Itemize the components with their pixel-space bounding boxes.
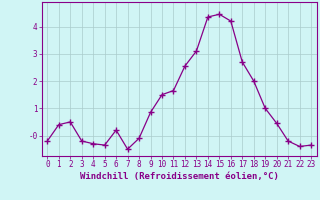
X-axis label: Windchill (Refroidissement éolien,°C): Windchill (Refroidissement éolien,°C) <box>80 172 279 181</box>
